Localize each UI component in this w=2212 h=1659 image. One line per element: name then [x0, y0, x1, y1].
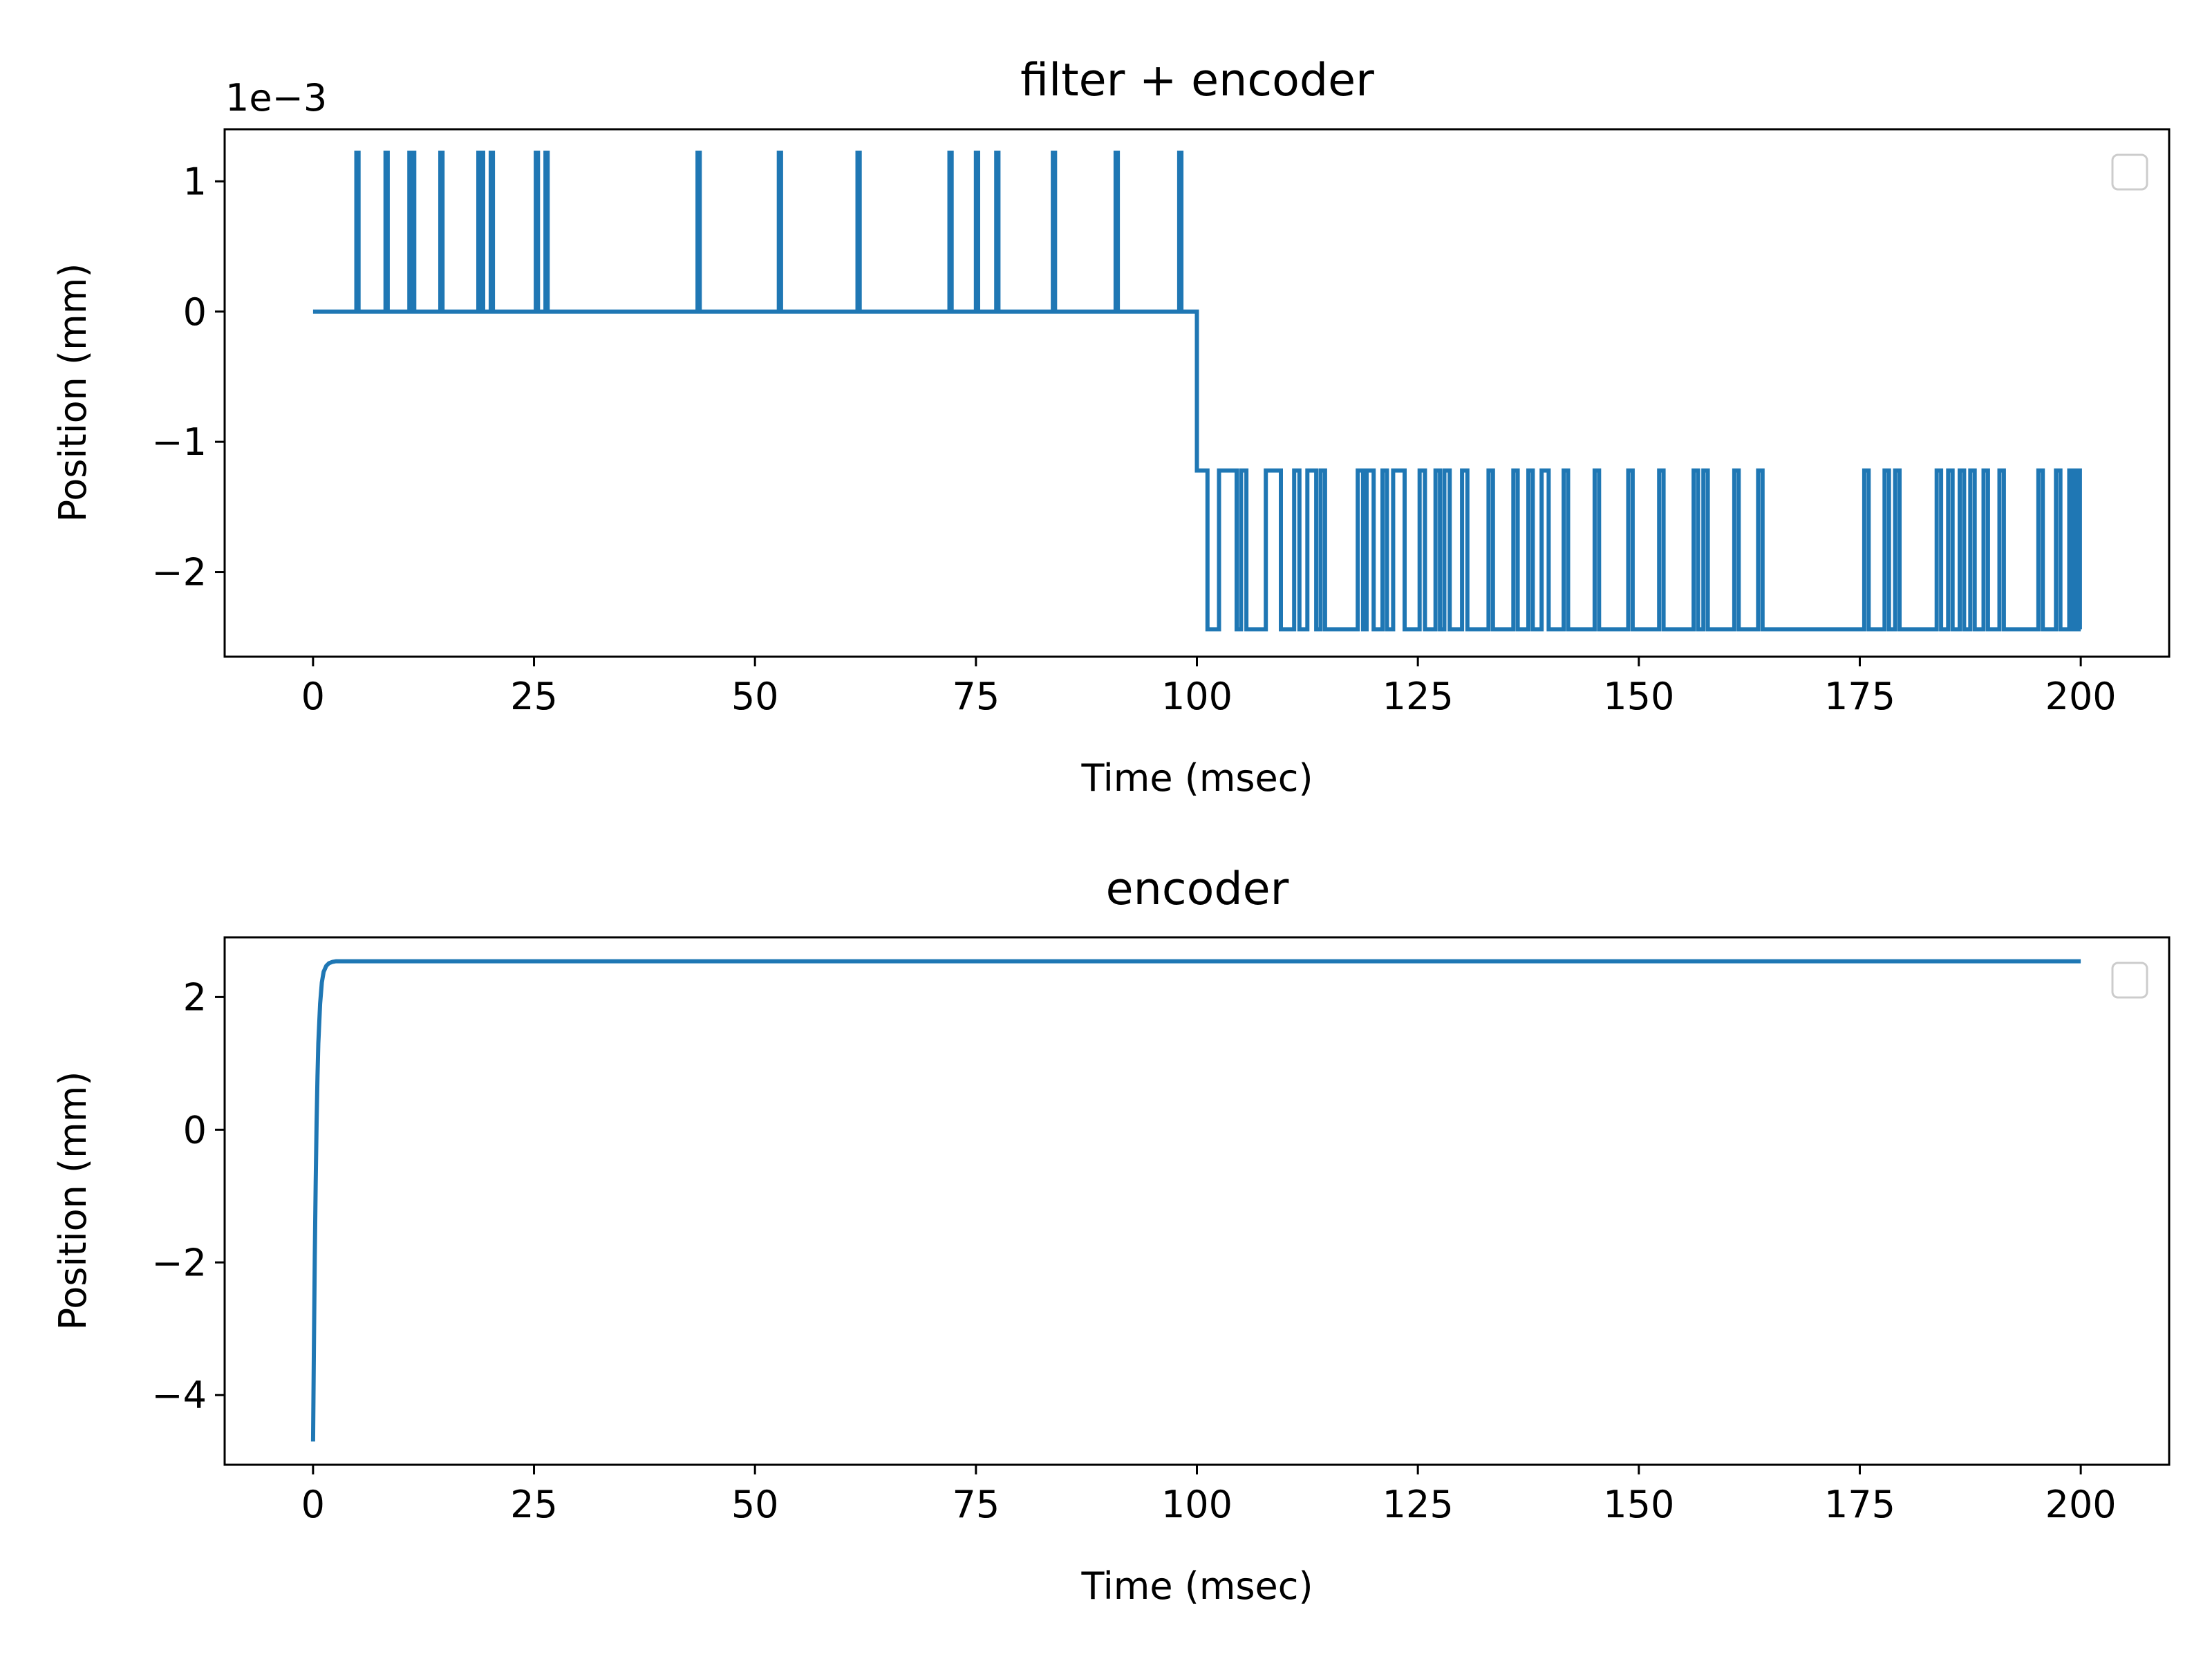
legend-box — [2111, 153, 2148, 191]
subplot-title: encoder — [1106, 863, 1289, 915]
subplot-encoder: encoder 0 25 50 75 100 125 150 175 200 2 0 −2 −4 Tim… — [51, 863, 2171, 1608]
y-axis-label: Position (mm) — [51, 1071, 95, 1331]
axis-ticks: 0 25 50 75 100 125 150 175 200 1 0 −1 −2 — [151, 160, 2116, 718]
x-tick-label: 100 — [1161, 1483, 1232, 1526]
y-tick-label: −1 — [151, 420, 207, 464]
y-tick-label: −4 — [151, 1374, 207, 1417]
x-tick-label: 50 — [731, 1483, 779, 1526]
x-tick-label: 25 — [510, 675, 558, 718]
x-tick-label: 100 — [1161, 675, 1232, 718]
series-line — [310, 959, 2081, 1442]
legend-box — [2111, 962, 2148, 999]
x-tick-label: 75 — [952, 675, 1000, 718]
series-group — [312, 150, 2082, 632]
x-tick-label: 200 — [2045, 675, 2117, 718]
x-tick-label: 50 — [731, 675, 779, 718]
axis-ticks: 0 25 50 75 100 125 150 175 200 2 0 −2 −4 — [151, 975, 2116, 1526]
plot-frame — [223, 128, 2171, 658]
x-tick-label: 0 — [301, 675, 325, 718]
x-tick-label: 25 — [510, 1483, 558, 1526]
x-tick-label: 125 — [1382, 1483, 1454, 1526]
x-tick-label: 125 — [1382, 675, 1454, 718]
x-tick-label: 150 — [1603, 675, 1674, 718]
x-tick-label: 175 — [1824, 1483, 1895, 1526]
y-tick-label: 2 — [183, 975, 207, 1019]
x-tick-label: 150 — [1603, 1483, 1674, 1526]
series-line — [312, 150, 2082, 632]
y-tick-label: 0 — [183, 290, 207, 334]
series-group — [310, 959, 2081, 1442]
y-offset-label: 1e−3 — [225, 76, 327, 120]
x-tick-label: 200 — [2045, 1483, 2117, 1526]
y-tick-label: −2 — [151, 551, 207, 594]
y-tick-label: −2 — [151, 1241, 207, 1284]
y-tick-label: 1 — [183, 160, 207, 203]
x-tick-label: 75 — [952, 1483, 1000, 1526]
y-axis-label: Position (mm) — [51, 263, 95, 523]
x-tick-label: 0 — [301, 1483, 325, 1526]
x-axis-label: Time (msec) — [1080, 756, 1313, 800]
x-axis-label: Time (msec) — [1080, 1564, 1313, 1608]
plot-frame — [223, 936, 2171, 1466]
y-tick-label: 0 — [183, 1108, 207, 1152]
x-tick-label: 175 — [1824, 675, 1895, 718]
subplot-filter-encoder: filter + encoder 1e−3 0 25 50 75 100 125 150 17… — [51, 55, 2171, 800]
subplot-title: filter + encoder — [1020, 55, 1374, 106]
